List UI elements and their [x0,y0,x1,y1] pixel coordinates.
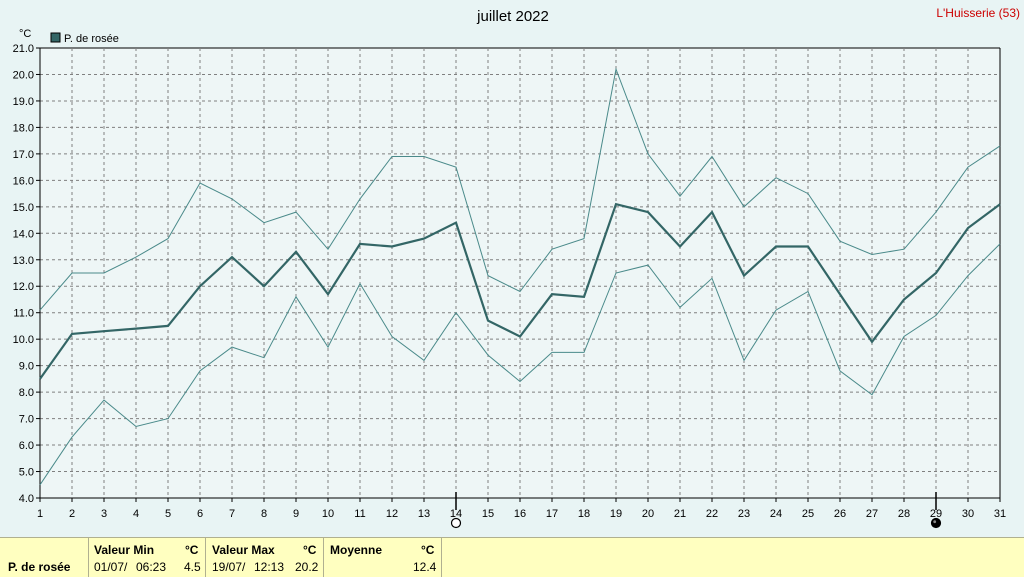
y-tick-label: 5.0 [19,467,34,479]
x-tick-label: 2 [69,508,75,520]
x-tick-label: 14 [450,508,462,520]
x-tick-label: 18 [578,508,590,520]
x-tick-label: 20 [642,508,654,520]
y-tick-label: 15.0 [13,202,34,214]
max-value: 20.2 [295,560,319,574]
x-tick-label: 23 [738,508,750,520]
max-unit: °C [303,543,317,557]
x-tick-label: 4 [133,508,139,520]
y-tick-label: 4.0 [19,493,34,505]
x-tick-label: 17 [546,508,558,520]
y-tick-label: 6.0 [19,440,34,452]
x-tick-label: 7 [229,508,235,520]
max-time: 12:13 [254,560,285,574]
legend-label: P. de rosée [64,33,119,45]
series-line-mean [39,202,1001,380]
min-header: Valeur Min [94,543,155,557]
station-name: L'Huisserie (53) [936,6,1020,20]
series-lines [39,67,1001,486]
min-date: 01/07/ [94,560,128,574]
x-tick-label: 10 [322,508,334,520]
dewpoint-chart: 4.05.06.07.08.09.010.011.012.013.014.015… [13,6,1020,529]
x-tick-label: 29 [930,508,942,520]
y-axis-ticks: 4.0 5.0 6.0 7.0 8.0 9.0 10.0 11.0 12.0 13.0 14.0 15… [13,43,40,505]
summary-min-cell: Valeur Min °C 01/07/ 06:23 4.5 [88,538,206,577]
x-tick-label: 13 [418,508,430,520]
x-tick-label: 28 [898,508,910,520]
avg-value: 12.4 [413,560,437,574]
avg-unit: °C [421,543,435,557]
full-moon-icon [450,517,462,529]
x-tick-label: 31 [994,508,1006,520]
series-line-max [39,67,1001,311]
y-unit-label: °C [19,28,31,40]
x-tick-label: 30 [962,508,974,520]
y-tick-label: 8.0 [19,387,34,399]
y-tick-label: 16.0 [13,175,34,187]
x-tick-label: 11 [354,508,365,520]
x-tick-label: 5 [165,508,171,520]
max-date: 19/07/ [212,560,246,574]
y-tick-label: 10.0 [13,334,34,346]
y-tick-label: 11.0 [13,308,34,320]
x-tick-label: 8 [261,508,267,520]
x-tick-label: 12 [386,508,398,520]
x-tick-label: 3 [101,508,107,520]
new-moon-icon [930,517,942,529]
chart-title: juillet 2022 [476,8,549,25]
grid-lines [39,47,1001,499]
min-time: 06:23 [136,560,167,574]
new-moon-highlight [933,520,937,524]
y-tick-label: 7.0 [19,414,34,426]
y-tick-label: 18.0 [13,122,34,134]
x-tick-label: 21 [674,508,686,520]
series-line-min [39,243,1001,486]
moon-phases [450,492,942,529]
y-tick-label: 9.0 [19,361,34,373]
y-tick-label: 19.0 [13,96,34,108]
y-tick-label: 12.0 [13,281,34,293]
x-tick-label: 9 [293,508,299,520]
x-axis-ticks: 1 2 3 4 5 6 7 8 9 10 11 12 13 14 15 16 17 18 19 20 21 22 23 24 2… [37,498,1006,520]
y-tick-label: 13.0 [13,255,34,267]
x-tick-label: 15 [482,508,494,520]
summary-panel: P. de rosée Valeur Min °C 01/07/ 06:23 4… [0,537,1024,577]
summary-row-label: P. de rosée [8,560,71,574]
y-tick-label: 17.0 [13,149,34,161]
x-tick-label: 6 [197,508,203,520]
y-tick-label: 20.0 [13,69,34,81]
x-tick-label: 19 [610,508,622,520]
x-tick-label: 22 [706,508,718,520]
x-tick-label: 25 [802,508,814,520]
x-tick-label: 26 [834,508,846,520]
min-unit: °C [185,543,199,557]
x-tick-label: 16 [514,508,526,520]
x-tick-label: 1 [37,508,43,520]
legend-swatch [50,32,61,43]
x-tick-label: 24 [770,508,782,520]
summary-max-cell: Valeur Max °C 19/07/ 12:13 20.2 [206,538,324,577]
y-tick-label: 14.0 [13,228,34,240]
max-header: Valeur Max [212,543,275,557]
x-tick-label: 27 [866,508,878,520]
summary-avg-cell: Moyenne °C 12.4 [324,538,442,577]
avg-header: Moyenne [330,543,383,557]
summary-row-label-cell: P. de rosée [0,538,89,577]
y-tick-label: 21.0 [13,43,34,55]
min-value: 4.5 [184,560,201,574]
